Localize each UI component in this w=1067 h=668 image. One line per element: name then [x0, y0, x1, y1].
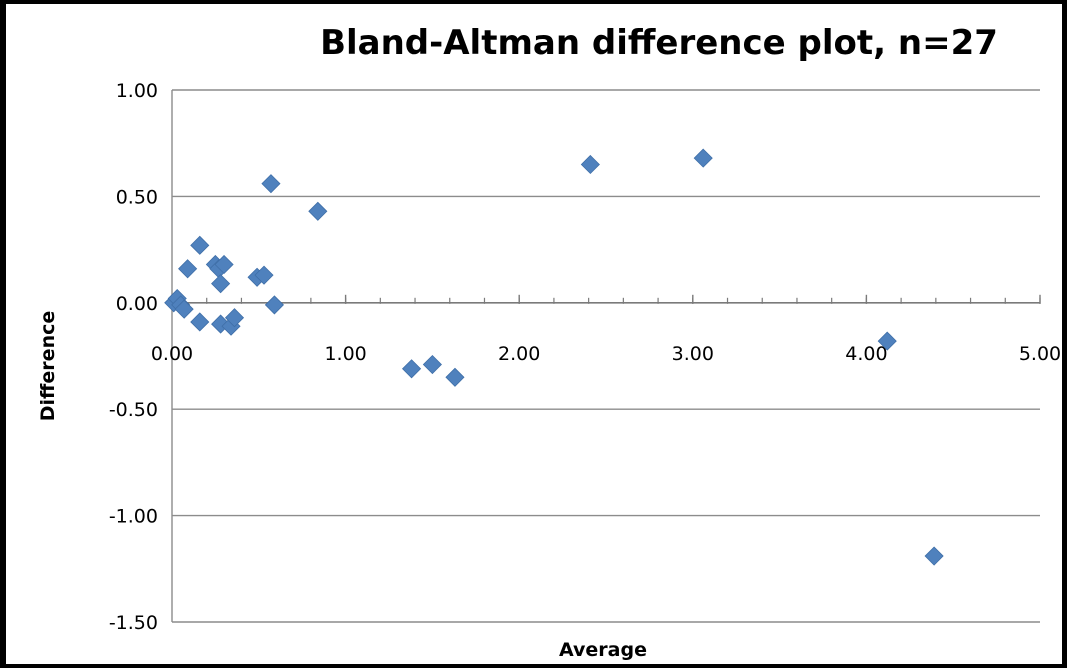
x-tick-label: 2.00	[498, 343, 540, 365]
data-point	[224, 308, 245, 328]
x-tick-label: 4.00	[845, 343, 887, 365]
y-tick-label: 0.00	[116, 293, 158, 315]
data-point	[214, 254, 234, 275]
y-axis: 1.00 0.50 0.00 -0.50 -1.00 -1.50	[109, 80, 158, 634]
data-point	[877, 331, 897, 351]
y-tick-label: -1.00	[109, 506, 158, 528]
chart-frame: Bland-Altman difference plot, n=27 0.00 1…	[6, 4, 1062, 664]
data-point	[580, 154, 600, 175]
x-axis: 0.00 1.00 2.00 3.00 4.00 5.00	[151, 294, 1061, 365]
x-axis-title: Average	[559, 639, 647, 661]
x-tick-label: 5.00	[1019, 343, 1061, 365]
y-tick-label: -1.50	[109, 612, 158, 634]
data-point	[190, 235, 210, 255]
gridlines	[172, 89, 1040, 623]
y-tick-label: -0.50	[109, 399, 158, 421]
data-point	[178, 259, 198, 279]
data-point	[924, 546, 944, 566]
y-tick-label: 0.50	[116, 186, 158, 208]
x-tick-label: 0.00	[151, 343, 193, 365]
data-point	[211, 274, 231, 294]
data-point	[693, 148, 713, 168]
data-point	[422, 354, 442, 375]
data-point	[261, 174, 281, 194]
data-point	[190, 312, 210, 332]
x-tick-label: 3.00	[672, 343, 714, 365]
y-tick-label: 1.00	[116, 80, 158, 102]
data-point	[264, 295, 284, 315]
x-tick-label: 1.00	[324, 343, 366, 365]
data-point	[308, 201, 328, 221]
data-point	[254, 265, 274, 285]
chart-title: Bland-Altman difference plot, n=27	[320, 23, 998, 63]
bland-altman-scatter-chart: Bland-Altman difference plot, n=27 0.00 1…	[37, 23, 1061, 661]
data-points	[164, 148, 944, 566]
data-point	[174, 299, 194, 319]
data-point	[445, 367, 465, 387]
data-point	[402, 359, 422, 379]
y-axis-title: Difference	[37, 311, 59, 422]
